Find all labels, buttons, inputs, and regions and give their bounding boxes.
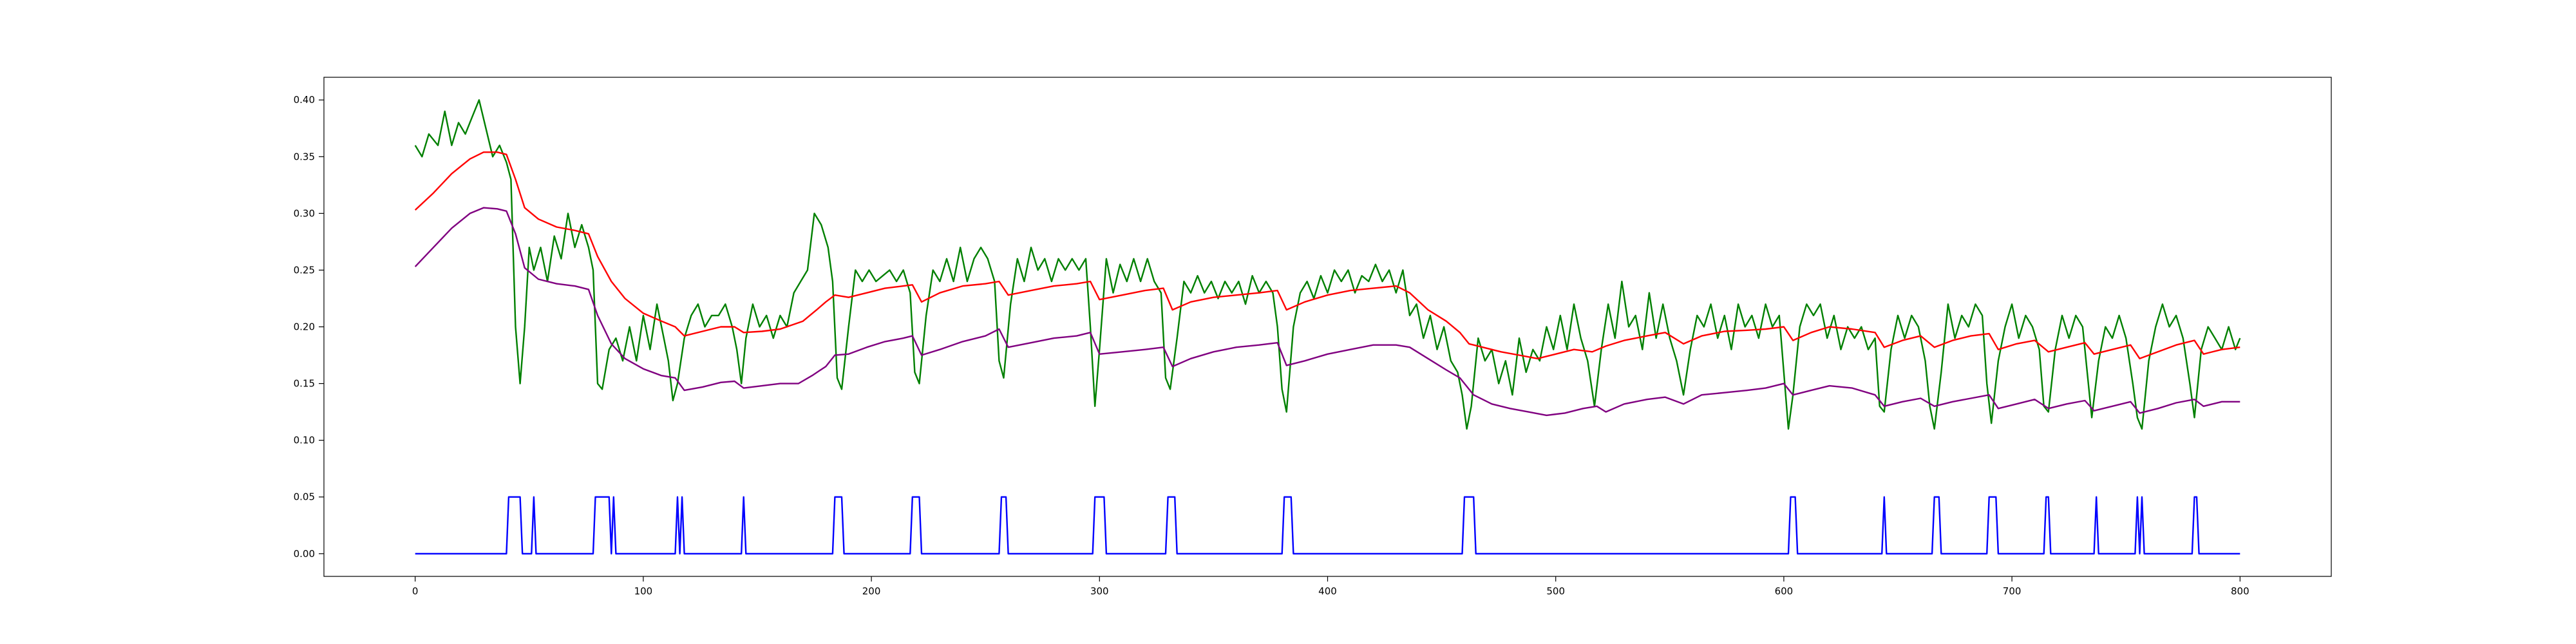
- y-tick-label: 0.10: [294, 435, 315, 446]
- red-series-line: [414, 151, 2240, 359]
- x-tick-label: 100: [634, 585, 653, 597]
- x-tick-label: 700: [2003, 585, 2022, 597]
- x-tick-label: 600: [1775, 585, 1794, 597]
- y-tick-label: 0.25: [294, 264, 315, 276]
- x-tick-label: 400: [1318, 585, 1337, 597]
- y-tick-label: 0.30: [294, 207, 315, 219]
- x-tick-label: 300: [1090, 585, 1109, 597]
- y-tick-label: 0.20: [294, 321, 315, 333]
- green-series-line: [414, 99, 2241, 430]
- y-tick-label: 0.35: [294, 151, 315, 162]
- purple-series-line: [414, 207, 2240, 417]
- x-tick-label: 800: [2231, 585, 2249, 597]
- x-tick-label: 0: [412, 585, 419, 597]
- y-tick-label: 0.05: [294, 491, 315, 503]
- y-tick-label: 0.15: [294, 378, 315, 390]
- y-tick-label: 0.40: [294, 94, 315, 106]
- y-tick-label: 0.00: [294, 548, 315, 560]
- plot-frame: [323, 77, 2332, 577]
- blue-series-line: [415, 496, 2240, 554]
- x-tick-label: 200: [862, 585, 881, 597]
- x-tick-label: 500: [1546, 585, 1565, 597]
